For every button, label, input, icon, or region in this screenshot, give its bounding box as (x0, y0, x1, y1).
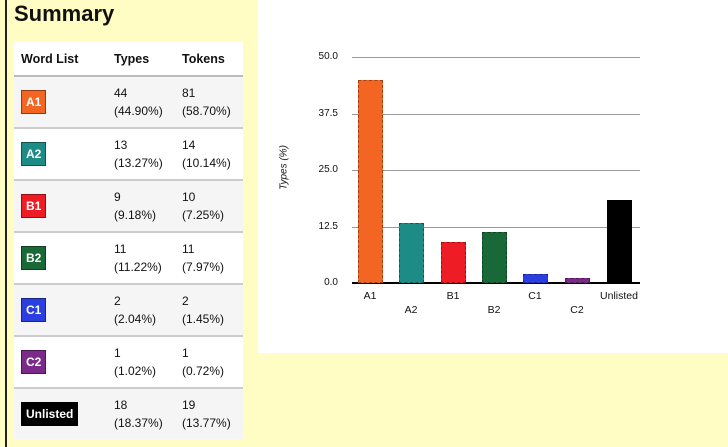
header-types: Types (107, 42, 175, 77)
x-tick-label: C2 (570, 304, 584, 316)
bar-b1[interactable] (441, 241, 466, 283)
tokens-count: 19 (182, 398, 196, 412)
tokens-cell: 10 (7.25%) (175, 180, 243, 233)
tokens-percent: (0.72%) (182, 364, 225, 378)
types-cell: 9 (9.18%) (107, 180, 175, 233)
level-badge: C1 (21, 298, 47, 322)
x-tick-label: B2 (487, 304, 501, 316)
x-tick-label: C1 (528, 290, 542, 302)
tokens-cell: 1 (0.72%) (175, 336, 243, 389)
types-count: 13 (114, 138, 128, 152)
table-row: B2 11 (11.22%) 11 (7.97%) (14, 232, 243, 285)
gridline (352, 113, 640, 115)
bar-c2[interactable] (565, 278, 590, 283)
x-tick-label: B1 (446, 290, 460, 302)
types-cell: 1 (1.02%) (107, 336, 175, 389)
word-list-cell: Unlisted (14, 388, 107, 439)
types-count: 18 (114, 398, 128, 412)
types-count: 2 (114, 294, 121, 308)
bar-chart: Types (%) 0.0 12.5 25.0 37.5 50.0 A1 A2 B1 B2 C1 C… (258, 0, 728, 353)
gridline (352, 170, 640, 171)
table-row: C1 2 (2.04%) 2 (1.45%) (14, 284, 243, 337)
header-tokens: Tokens (175, 42, 243, 77)
tokens-count: 81 (182, 86, 196, 100)
types-cell: 2 (2.04%) (107, 284, 175, 337)
gridline (352, 57, 640, 58)
tokens-cell: 14 (10.14%) (175, 128, 243, 181)
word-list-cell: B2 (14, 232, 107, 285)
word-list-cell: C1 (14, 284, 107, 337)
y-tick-label: 0.0 (324, 277, 338, 288)
types-percent: (13.27%) (114, 156, 163, 170)
types-cell: 13 (13.27%) (107, 128, 175, 181)
types-count: 1 (114, 346, 121, 360)
y-tick-label: 37.5 (318, 107, 338, 119)
tokens-percent: (7.97%) (182, 260, 225, 274)
types-cell: 44 (44.90%) (107, 76, 175, 129)
tokens-count: 1 (182, 346, 189, 360)
types-percent: (11.22%) (114, 260, 162, 274)
level-badge: C2 (21, 350, 47, 374)
table-row: A2 13 (13.27%) 14 (10.14%) (14, 128, 243, 181)
page-title: Summary (14, 1, 115, 26)
level-badge: B1 (21, 194, 47, 218)
bar-unlisted[interactable] (607, 199, 632, 283)
types-percent: (9.18%) (114, 208, 157, 222)
tokens-count: 2 (182, 294, 189, 308)
tokens-cell: 11 (7.97%) (175, 232, 243, 285)
word-list-cell: C2 (14, 336, 107, 389)
bar-b2[interactable] (482, 232, 507, 283)
tokens-count: 14 (182, 138, 196, 152)
tokens-cell: 19 (13.77%) (175, 388, 243, 439)
table-header-row: Word List Types Tokens (14, 42, 243, 77)
y-tick-label: 25.0 (318, 164, 338, 175)
tokens-cell: 2 (1.45%) (175, 284, 243, 337)
level-badge: A1 (21, 90, 47, 114)
tokens-percent: (13.77%) (182, 416, 231, 430)
header-word-list: Word List (14, 42, 107, 77)
table-row: C2 1 (1.02%) 1 (0.72%) (14, 336, 243, 389)
types-percent: (18.37%) (114, 416, 163, 430)
y-tick-label: 12.5 (318, 220, 338, 232)
bar-c1[interactable] (523, 273, 548, 283)
tokens-count: 11 (182, 242, 195, 256)
types-percent: (2.04%) (114, 312, 157, 326)
chart-panel: Types (%) 0.0 12.5 25.0 37.5 50.0 A1 A2 B1 B2 C1 C… (258, 0, 728, 353)
bar-a1[interactable] (358, 80, 383, 283)
left-border (5, 0, 7, 447)
level-badge: B2 (21, 246, 47, 270)
y-tick-label: 50.0 (318, 51, 338, 62)
types-count: 44 (114, 86, 128, 100)
types-count: 11 (114, 242, 127, 256)
table-row: A1 44 (44.90%) 81 (58.70%) (14, 76, 243, 129)
tokens-percent: (10.14%) (182, 156, 231, 170)
types-percent: (1.02%) (114, 364, 157, 378)
word-list-cell: B1 (14, 180, 107, 233)
tokens-cell: 81 (58.70%) (175, 76, 243, 129)
table-row: B1 9 (9.18%) 10 (7.25%) (14, 180, 243, 233)
x-axis-line (352, 282, 640, 284)
bar-a2[interactable] (399, 223, 424, 283)
types-cell: 18 (18.37%) (107, 388, 175, 439)
types-percent: (44.90%) (114, 104, 163, 118)
x-tick-label: Unlisted (600, 290, 638, 302)
summary-table: Word List Types Tokens A1 44 (44.90%) 81 (58… (14, 42, 243, 439)
level-badge: Unlisted (21, 402, 79, 426)
word-list-cell: A1 (14, 76, 107, 129)
level-badge: A2 (21, 142, 47, 166)
x-tick-label: A2 (404, 304, 418, 316)
types-cell: 11 (11.22%) (107, 232, 175, 285)
gridline (352, 226, 640, 228)
types-count: 9 (114, 190, 121, 204)
tokens-percent: (58.70%) (182, 104, 231, 118)
word-list-cell: A2 (14, 128, 107, 181)
tokens-percent: (7.25%) (182, 208, 225, 222)
table-row: Unlisted 18 (18.37%) 19 (13.77%) (14, 388, 243, 439)
x-tick-label: A1 (363, 290, 377, 302)
tokens-percent: (1.45%) (182, 312, 225, 326)
tokens-count: 10 (182, 190, 196, 204)
